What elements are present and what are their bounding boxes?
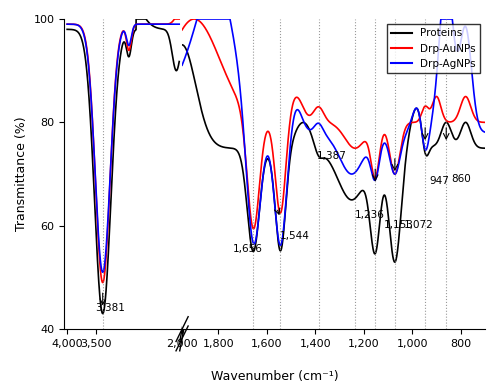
Text: Wavenumber (cm⁻¹): Wavenumber (cm⁻¹)	[211, 370, 339, 383]
Text: 860: 860	[451, 174, 471, 184]
Text: 1,544: 1,544	[280, 231, 310, 241]
Text: 1,236: 1,236	[354, 210, 384, 220]
Text: 1,153: 1,153	[384, 220, 414, 230]
Text: 1,387: 1,387	[318, 151, 347, 161]
Text: 947: 947	[430, 176, 449, 186]
Text: 3,381: 3,381	[96, 303, 125, 313]
Legend: Proteins, Drp-AuNPs, Drp-AgNPs: Proteins, Drp-AuNPs, Drp-AgNPs	[386, 24, 480, 73]
Text: 1,072: 1,072	[404, 220, 434, 230]
Text: 1,656: 1,656	[232, 243, 262, 253]
Y-axis label: Transmittance (%): Transmittance (%)	[15, 117, 28, 232]
Text: 1,992: 1,992	[182, 91, 212, 101]
